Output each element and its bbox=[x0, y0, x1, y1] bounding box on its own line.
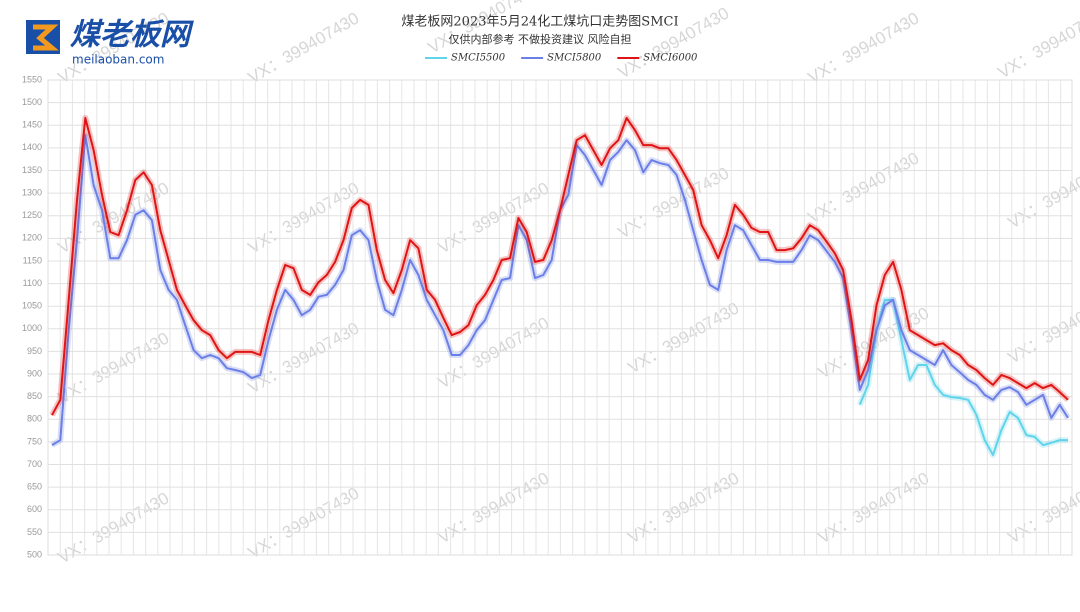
y-tick-label: 850 bbox=[27, 391, 42, 401]
plot-frame bbox=[47, 79, 1073, 556]
chart-title: 煤老板网2023年5月24化工煤坑口走势图SMCI bbox=[401, 14, 678, 30]
y-tick-label: 900 bbox=[27, 368, 42, 378]
y-tick-label: 1300 bbox=[22, 187, 42, 197]
brand-name: 煤老板网 bbox=[70, 18, 194, 53]
y-tick-label: 1050 bbox=[22, 301, 42, 311]
y-tick-label: 950 bbox=[27, 346, 42, 356]
chart-subtitle: 仅供内部参考 不做投资建议 风险自担 bbox=[449, 32, 632, 46]
y-tick-label: 1400 bbox=[22, 142, 42, 152]
y-tick-label: 600 bbox=[27, 504, 42, 514]
series-line bbox=[51, 117, 1069, 416]
y-tick-label: 1200 bbox=[22, 233, 42, 243]
legend-label: SMCI6000 bbox=[643, 53, 698, 64]
y-tick-label: 1550 bbox=[22, 74, 42, 84]
y-tick-label: 500 bbox=[27, 549, 42, 559]
y-tick-label: 1100 bbox=[23, 278, 42, 288]
y-tick-label: 700 bbox=[27, 459, 42, 469]
y-tick-label: 1450 bbox=[22, 120, 42, 130]
y-tick-label: 1250 bbox=[22, 210, 42, 220]
y-tick-label: 750 bbox=[27, 436, 42, 446]
legend: SMCI5500 SMCI5800 SMCI6000 bbox=[425, 53, 698, 64]
grid bbox=[47, 79, 1073, 556]
y-tick-label: 1350 bbox=[22, 165, 42, 175]
y-tick-label: 550 bbox=[27, 527, 42, 537]
y-tick-label: 1500 bbox=[22, 97, 42, 107]
logo-icon-mark bbox=[33, 24, 59, 51]
y-tick-label: 1000 bbox=[22, 323, 42, 333]
y-tick-label: 650 bbox=[27, 482, 42, 492]
legend-label: SMCI5800 bbox=[547, 53, 602, 64]
brand-url: meilaoban.com bbox=[72, 53, 164, 67]
y-tick-label: 1150 bbox=[23, 255, 42, 265]
y-tick-label: 800 bbox=[27, 414, 42, 424]
logo: 煤老板网 meilaoban.com bbox=[26, 18, 194, 67]
legend-label: SMCI5500 bbox=[451, 53, 506, 64]
